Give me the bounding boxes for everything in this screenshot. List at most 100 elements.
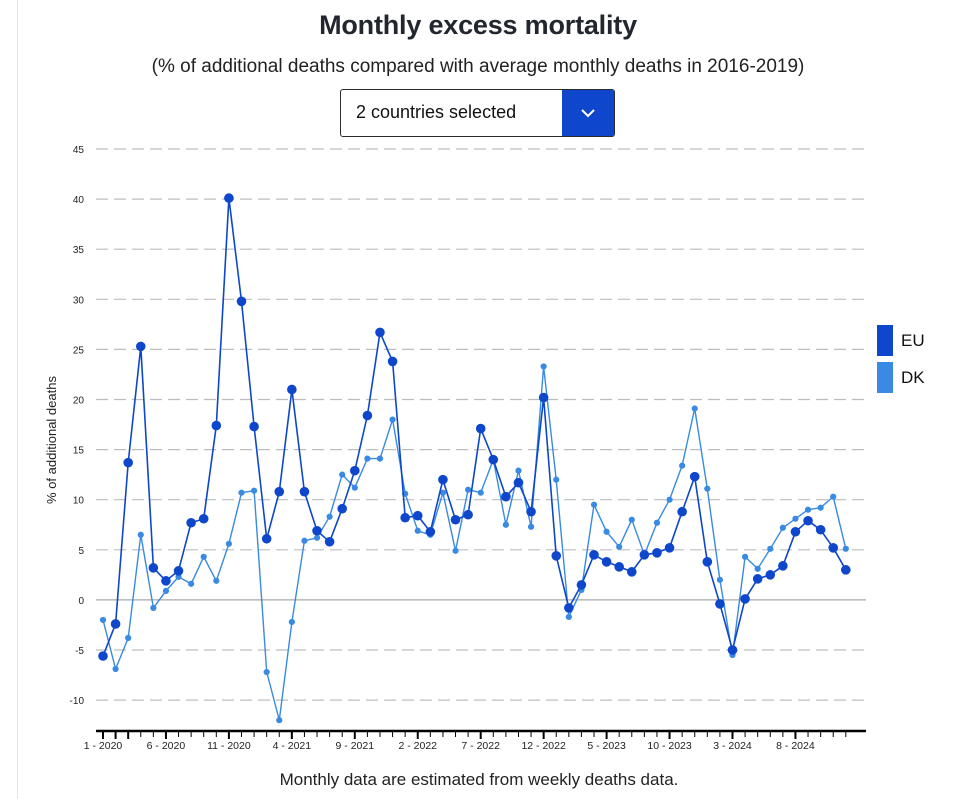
data-point-eu: [538, 392, 549, 403]
y-axis-ticks: 45 40 35 30 25 20 15 10 5 0 -5 -10: [70, 145, 85, 707]
x-tick-label: 9 - 2021: [336, 740, 375, 752]
series-line-dk: [102, 365, 847, 721]
data-point-eu: [564, 603, 574, 613]
x-tick-label: 10 - 2023: [647, 740, 692, 752]
dropdown-toggle-button[interactable]: [562, 90, 614, 136]
chevron-down-icon: [581, 109, 595, 118]
data-point-eu: [375, 327, 385, 338]
data-point-eu: [576, 580, 587, 590]
data-point-dk: [200, 553, 207, 560]
series: [98, 193, 851, 724]
data-point-eu: [589, 550, 599, 560]
data-point-dk: [804, 506, 812, 513]
data-point-dk: [779, 524, 786, 531]
x-tick-label: 11 - 2020: [207, 740, 251, 752]
country-selector-dropdown[interactable]: 2 countries selected: [340, 89, 615, 137]
data-point-dk: [213, 577, 220, 584]
data-point-dk: [565, 613, 572, 621]
data-point-dk: [125, 634, 132, 642]
data-point-eu: [463, 509, 473, 520]
data-point-eu: [626, 567, 637, 577]
data-point-eu: [488, 454, 499, 465]
data-point-eu: [387, 356, 398, 367]
footnote: Monthly data are estimated from weekly d…: [279, 770, 679, 789]
data-point-dk: [250, 487, 258, 494]
data-point-dk: [527, 523, 535, 530]
data-point-eu: [148, 563, 159, 573]
x-tick-label: 5 - 2023: [587, 740, 626, 752]
series-dk: [99, 363, 849, 724]
data-point-eu: [815, 524, 826, 535]
y-tick-label: 25: [73, 345, 85, 356]
data-point-dk: [704, 485, 711, 492]
data-point-eu: [551, 551, 562, 561]
data-point-dk: [465, 486, 472, 493]
x-tick-label: 8 - 2024: [776, 740, 815, 752]
data-point-dk: [137, 531, 144, 538]
data-point-eu: [513, 477, 524, 488]
y-tick-label: 15: [73, 446, 85, 457]
country-selector-label: 2 countries selected: [356, 102, 517, 122]
data-point-dk: [754, 565, 761, 572]
data-point-eu: [135, 341, 146, 352]
data-point-eu: [236, 296, 247, 307]
data-point-dk: [276, 717, 283, 724]
y-axis-label: % of additional deaths: [44, 376, 59, 504]
data-point-dk: [238, 489, 245, 496]
y-tick-label: 35: [73, 245, 85, 256]
data-point-eu: [475, 423, 486, 434]
data-point-dk: [112, 665, 119, 673]
data-point-eu: [350, 465, 360, 476]
data-point-dk: [288, 618, 295, 626]
data-point-dk: [376, 455, 384, 462]
legend-item-dk[interactable]: DK: [877, 362, 925, 393]
data-point-dk: [162, 587, 170, 594]
y-tick-label: 40: [73, 195, 85, 206]
data-point-eu: [312, 525, 322, 536]
data-point-dk: [263, 668, 270, 676]
data-point-dk: [817, 504, 824, 511]
data-point-dk: [439, 489, 447, 496]
y-tick-label: 30: [73, 295, 85, 306]
data-point-dk: [679, 462, 686, 469]
data-point-eu: [664, 542, 675, 553]
data-point-dk: [351, 484, 358, 491]
data-point-dk: [515, 467, 522, 474]
data-point-eu: [790, 526, 801, 537]
data-point-dk: [691, 405, 698, 412]
x-axis: 1 - 2020 6 - 2020 11 - 2020 4 - 2021 9 - 202…: [84, 729, 866, 752]
left-border: [17, 0, 18, 799]
data-point-eu: [677, 506, 687, 517]
legend-swatch-dk: [877, 362, 893, 393]
data-point-dk: [99, 616, 107, 624]
data-point-dk: [301, 537, 308, 544]
x-tick-label: 6 - 2020: [147, 740, 186, 752]
data-point-eu: [98, 651, 108, 661]
data-point-eu: [110, 619, 121, 629]
grid-lines: [96, 148, 866, 701]
data-point-eu: [639, 550, 650, 560]
y-tick-label: 5: [78, 546, 84, 557]
data-point-dk: [452, 547, 459, 554]
data-point-eu: [450, 514, 461, 525]
legend-item-eu[interactable]: EU: [877, 325, 925, 356]
chart-title: Monthly excess mortality: [319, 10, 637, 40]
y-tick-label: 20: [73, 396, 85, 407]
data-point-dk: [628, 516, 635, 523]
chart-subtitle: (% of additional deaths compared with av…: [151, 56, 805, 77]
data-point-dk: [477, 489, 484, 496]
data-point-eu: [425, 526, 436, 537]
data-point-dk: [616, 543, 623, 550]
legend-label-eu: EU: [901, 330, 925, 350]
data-point-eu: [198, 513, 209, 524]
data-point-eu: [803, 515, 813, 526]
data-point-eu: [438, 474, 448, 485]
data-point-dk: [553, 476, 560, 483]
data-point-eu: [299, 486, 310, 497]
data-point-eu: [274, 486, 285, 497]
data-point-eu: [261, 533, 272, 544]
data-point-eu: [362, 410, 373, 421]
data-point-eu: [765, 570, 776, 580]
x-tick-label: 1 - 2020: [84, 740, 123, 752]
